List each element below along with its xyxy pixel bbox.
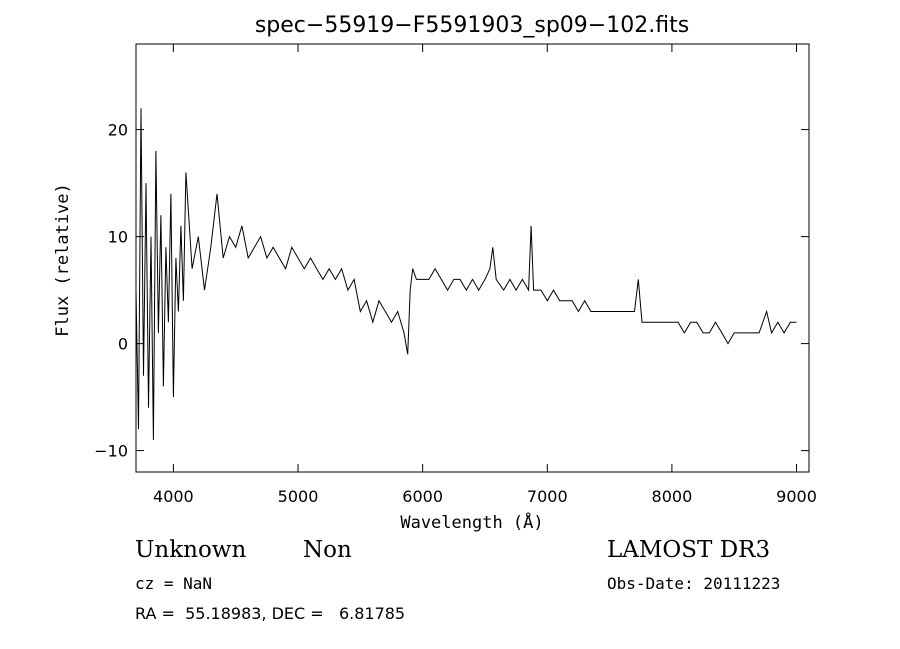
x-axis-label: Wavelength (Å) xyxy=(400,511,543,533)
x-tick-label-1: 5000 xyxy=(278,487,319,506)
x-tick-label-3: 7000 xyxy=(527,487,568,506)
survey-name: LAMOST DR3 xyxy=(607,537,771,563)
ra-dec: RA = 55.18983, DEC = 6.81785 xyxy=(135,604,406,623)
y-axis-tick-labels: −10 0 10 20 xyxy=(94,121,128,461)
x-tick-label-0: 4000 xyxy=(153,487,194,506)
redshift-cz: cz = NaN xyxy=(135,574,213,593)
x-axis-ticks xyxy=(172,44,798,472)
y-tick-label-2: 10 xyxy=(108,228,128,247)
object-class: Unknown xyxy=(135,537,247,563)
x-tick-label-2: 6000 xyxy=(402,487,443,506)
flux-series-line xyxy=(135,108,797,440)
y-tick-label-1: 0 xyxy=(118,335,128,354)
x-tick-label-4: 8000 xyxy=(652,487,693,506)
plot-frame xyxy=(135,43,810,473)
y-tick-label-0: −10 xyxy=(94,442,128,461)
object-subclass: Non xyxy=(303,537,352,563)
y-axis-ticks xyxy=(136,129,809,452)
x-axis-tick-labels: 4000 5000 6000 7000 8000 9000 xyxy=(153,487,817,506)
y-axis-label: Flux (relative) xyxy=(53,183,73,337)
obs-date: Obs-Date: 20111223 xyxy=(607,574,781,593)
x-tick-label-5: 9000 xyxy=(776,487,817,506)
chart-title: spec−55919−F5591903_sp09−102.fits xyxy=(255,13,689,38)
y-tick-label-3: 20 xyxy=(108,121,128,140)
